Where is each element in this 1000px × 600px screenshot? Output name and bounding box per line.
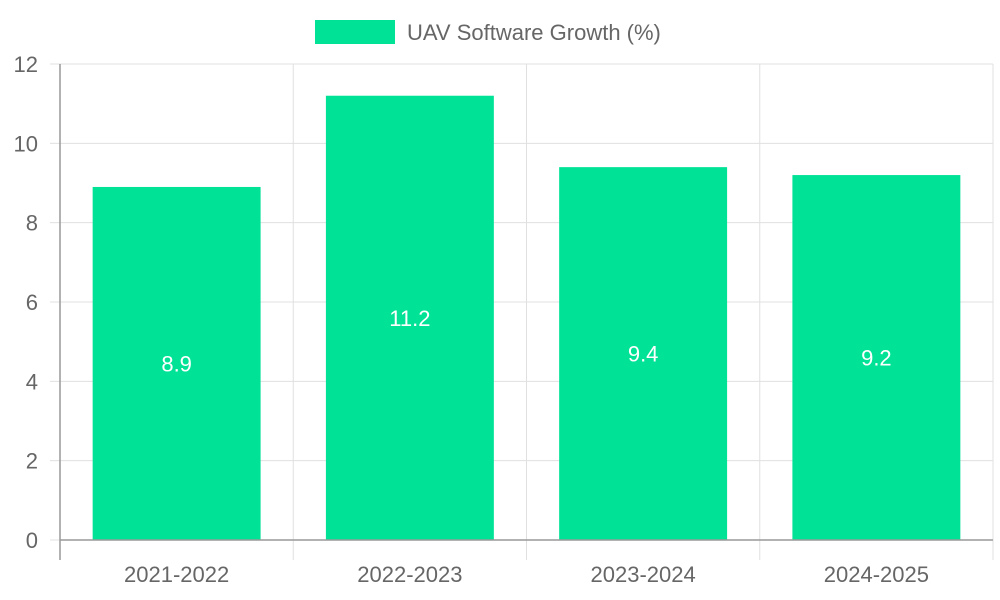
- legend-label[interactable]: UAV Software Growth (%): [407, 20, 661, 45]
- x-tick-label: 2021-2022: [124, 562, 229, 587]
- legend-swatch[interactable]: [315, 20, 395, 44]
- data-label: 11.2: [389, 306, 430, 331]
- data-label: 9.4: [628, 342, 659, 367]
- legend[interactable]: UAV Software Growth (%): [315, 20, 661, 45]
- x-tick-label: 2022-2023: [357, 562, 462, 587]
- y-tick-label: 0: [26, 528, 38, 553]
- y-tick-label: 2: [26, 449, 38, 474]
- data-label: 9.2: [861, 346, 892, 371]
- y-tick-label: 10: [14, 131, 38, 156]
- bar-2021-2022[interactable]: [92, 186, 261, 540]
- y-tick-label: 12: [14, 52, 38, 77]
- x-tick-label: 2024-2025: [824, 562, 929, 587]
- bar-2023-2024[interactable]: [559, 167, 728, 540]
- bar-2024-2025[interactable]: [792, 175, 961, 541]
- y-tick-label: 8: [26, 211, 38, 236]
- data-label: 8.9: [161, 351, 192, 376]
- bars: 8.9 11.2 9.4 9.2: [92, 95, 961, 541]
- axes: 0 2 4 6 8 10 12 2021-2022 2022-2023 2023-2024 2024…: [14, 52, 993, 587]
- bar-2022-2023[interactable]: [325, 95, 494, 540]
- x-tick-label: 2023-2024: [591, 562, 696, 587]
- y-tick-label: 6: [26, 290, 38, 315]
- y-tick-label: 4: [26, 369, 38, 394]
